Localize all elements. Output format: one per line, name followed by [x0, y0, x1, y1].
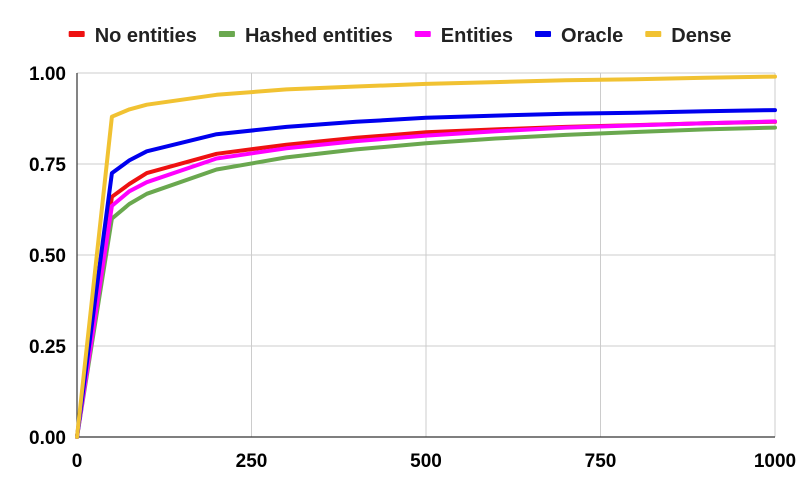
legend-swatch	[414, 31, 431, 37]
legend-swatch	[645, 31, 662, 37]
legend-item: Hashed entities	[218, 25, 393, 47]
legend-label: Oracle	[561, 25, 623, 47]
legend-item: Oracle	[535, 25, 623, 47]
series-lines	[75, 74, 777, 439]
legend-label: No entities	[95, 25, 197, 47]
y-tick-label: 0.25	[29, 337, 66, 358]
y-tick-label: 0.50	[29, 246, 66, 267]
series-line-dense	[75, 74, 777, 439]
legend-label: Dense	[671, 25, 731, 47]
x-tick-label: 500	[410, 451, 442, 472]
x-tick-label: 0	[72, 451, 83, 472]
legend-label: Entities	[441, 25, 513, 47]
legend-swatch	[218, 31, 235, 37]
legend-label: Hashed entities	[245, 25, 393, 47]
axes	[76, 73, 775, 438]
x-tick-label: 1000	[754, 451, 796, 472]
grid-lines	[76, 72, 776, 438]
y-tick-label: 0.00	[29, 428, 66, 449]
legend-swatch	[68, 31, 85, 37]
series-line-oracle	[75, 108, 777, 439]
series-line-entities	[75, 119, 777, 439]
legend-item: Dense	[645, 25, 731, 47]
legend-item: Entities	[414, 25, 513, 47]
legend-swatch	[535, 31, 552, 37]
x-tick-label: 250	[236, 451, 268, 472]
x-tick-label: 750	[585, 451, 617, 472]
y-tick-label: 0.75	[29, 155, 66, 176]
y-tick-label: 1.00	[29, 64, 66, 85]
legend: No entities Hashed entities Entities Oracle…	[68, 25, 731, 47]
legend-item: No entities	[68, 25, 197, 47]
series-line-hashed-entities	[75, 125, 777, 439]
tick-labels: 0 250 500 750 1000 0.00 0.25 0.50 0.75 1.00	[29, 64, 796, 472]
